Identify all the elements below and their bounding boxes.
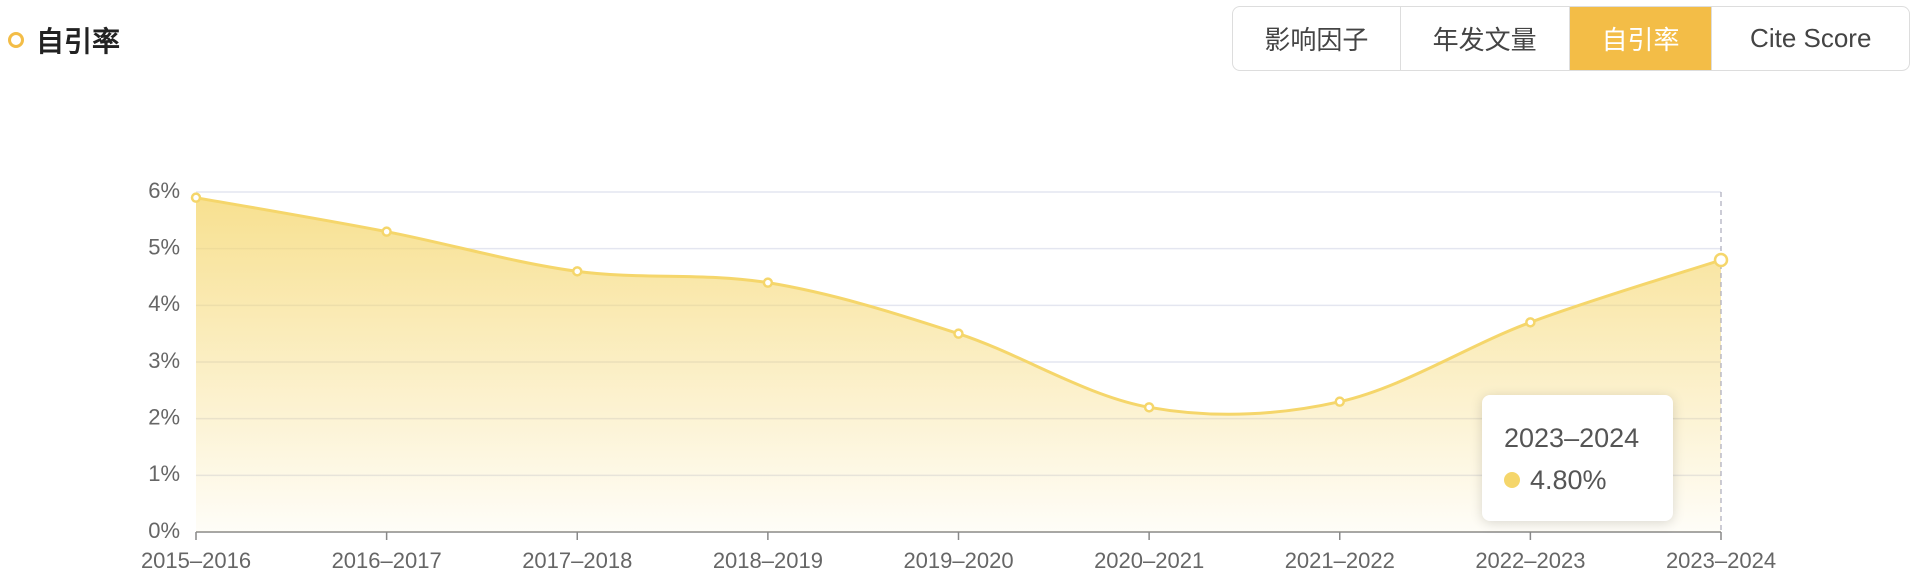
y-tick-label: 5% (148, 234, 180, 259)
area (196, 197, 1721, 532)
point (1334, 396, 1345, 407)
x-tick-label: 2022–2023 (1475, 548, 1585, 573)
tab[interactable]: Cite Score (1750, 23, 1872, 53)
y-tick-label: 4% (148, 291, 180, 316)
x-tick-label: 2018–2019 (713, 548, 823, 573)
tab[interactable]: 自引率 (1569, 7, 1713, 70)
tooltip-value: 4.80% (1530, 465, 1607, 495)
point (1525, 317, 1536, 328)
point (762, 277, 774, 288)
x-tick-label: 2016–2017 (332, 548, 442, 573)
x-tick-label: 2015–2016 (141, 548, 251, 573)
title: 自引率 (36, 26, 121, 57)
tooltip-row: 4.80% (1504, 459, 1673, 501)
tooltip-dot (1504, 472, 1520, 488)
point (1713, 252, 1729, 268)
tooltip-category: 2023–2024 (1504, 423, 1640, 453)
point (953, 328, 964, 339)
y-tick-label: 1% (148, 461, 180, 486)
tab[interactable]: 年发文量 (1401, 7, 1570, 70)
tab-bar: 影响因子 年发文量 自引率 Cite Score (1232, 6, 1910, 71)
x-tick-label: 2017–2018 (522, 548, 632, 573)
x-tick-label: 2019–2020 (903, 548, 1013, 573)
y-tick-label: 2% (148, 404, 180, 429)
x-tick-label: 2023–2024 (1666, 548, 1776, 573)
point (381, 226, 392, 237)
y-tick-label: 6% (148, 178, 180, 203)
tab[interactable]: 影响因子 (1233, 7, 1401, 70)
point (190, 192, 202, 203)
y-tick-label: 0% (148, 518, 180, 543)
point (1143, 402, 1155, 413)
x-tick-label: 2021–2022 (1285, 548, 1395, 573)
x-tick-label: 2020–2021 (1094, 548, 1204, 573)
title-icon (8, 32, 24, 48)
tooltip: 2023–2024 4.80% (1482, 395, 1673, 521)
header: 自引率 (8, 20, 120, 60)
point (572, 266, 583, 277)
y-tick-label: 3% (148, 348, 180, 373)
